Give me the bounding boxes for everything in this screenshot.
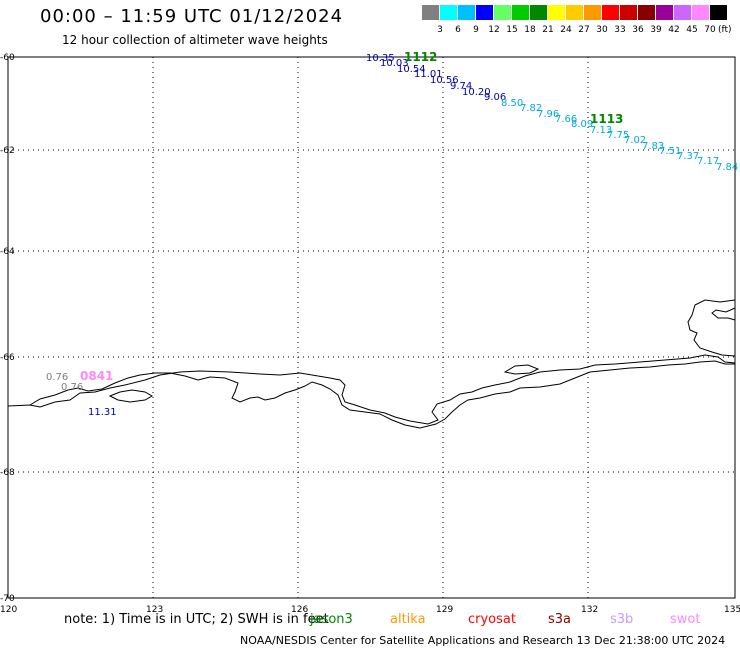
lon-label: 123 xyxy=(146,605,163,615)
colorbar-label: 15 xyxy=(506,25,518,35)
lon-label: 126 xyxy=(291,605,308,615)
colorbar-label: 12 xyxy=(488,25,500,35)
pass-id: 1112 xyxy=(404,50,437,64)
colorbar-swatch xyxy=(656,5,673,20)
colorbar-swatch xyxy=(584,5,601,20)
map-frame xyxy=(7,56,736,599)
graticule xyxy=(8,57,735,598)
lat-label: -60 xyxy=(0,53,15,63)
colorbar-swatch xyxy=(566,5,583,20)
swh-value: 7.02 xyxy=(624,135,646,146)
colorbar-label: 36 xyxy=(632,25,644,35)
lon-label: 120 xyxy=(0,605,17,615)
swh-value: 11.01 xyxy=(414,69,443,80)
colorbar-swatch xyxy=(620,5,637,20)
swh-value: 10.56 xyxy=(430,75,459,86)
satellite-legend-item: s3b xyxy=(610,612,634,627)
swh-layer: 10.3510.0310.5411.0110.569.7410.209.068.… xyxy=(46,53,738,418)
swh-value: 9.74 xyxy=(450,81,472,92)
swh-value: 0.76 xyxy=(61,382,83,393)
swh-value: 10.03 xyxy=(380,58,409,69)
swh-value: 7.83 xyxy=(642,141,664,152)
colorbar-label: 27 xyxy=(578,25,590,35)
lat-label: -64 xyxy=(0,247,15,257)
swh-value: 7.37 xyxy=(677,151,699,162)
map-subtitle: 12 hour collection of altimeter wave hei… xyxy=(62,33,328,47)
satellite-legend-item: jason3 xyxy=(310,612,353,627)
swh-value: 7.51 xyxy=(659,146,681,157)
colorbar-swatch xyxy=(440,5,457,20)
colorbar-label: 21 xyxy=(542,25,554,35)
map-title: 00:00 – 11:59 UTC 01/12/2024 xyxy=(40,6,344,27)
lon-label: 132 xyxy=(581,605,598,615)
colorbar-swatch xyxy=(512,5,529,20)
colorbar-label: 6 xyxy=(455,25,461,35)
swh-value: 7.84 xyxy=(716,162,738,173)
colorbar-label: 42 xyxy=(668,25,680,35)
colorbar-unit: (ft) xyxy=(718,25,732,35)
swh-value: 7.17 xyxy=(697,156,719,167)
satellite-legend-item: altika xyxy=(390,612,426,627)
coastline xyxy=(7,354,736,425)
swh-value: 8.50 xyxy=(501,98,523,109)
colorbar-label: 39 xyxy=(650,25,662,35)
colorbar-swatch xyxy=(494,5,511,20)
swh-value: 10.54 xyxy=(397,64,426,75)
swh-value: 10.20 xyxy=(462,87,491,98)
colorbar-swatch xyxy=(422,5,439,20)
coastline-bay xyxy=(503,364,540,375)
colorbar-label: 30 xyxy=(596,25,608,35)
lat-label: -70 xyxy=(0,594,15,604)
credit-line: NOAA/NESDIS Center for Satellite Applica… xyxy=(240,634,726,647)
pass-id: 0841 xyxy=(80,369,113,383)
lat-label: -68 xyxy=(0,468,15,478)
colorbar-swatch xyxy=(548,5,565,20)
colorbar-label: 3 xyxy=(437,25,443,35)
colorbar-label: 9 xyxy=(473,25,479,35)
colorbar-swatch xyxy=(692,5,709,20)
colorbar-swatch xyxy=(458,5,475,20)
swh-value: 9.06 xyxy=(484,92,506,103)
swh-value: 10.35 xyxy=(366,53,395,64)
lat-label: -66 xyxy=(0,353,15,363)
colorbar-swatch xyxy=(602,5,619,20)
coastline-island xyxy=(108,389,154,403)
swh-value: 7.75 xyxy=(607,130,629,141)
swh-value: 0.76 xyxy=(46,372,68,383)
colorbar-swatch xyxy=(710,5,727,20)
lat-label: -62 xyxy=(0,146,15,156)
satellite-legend-item: s3a xyxy=(548,612,572,627)
colorbar-label: 18 xyxy=(524,25,536,35)
colorbar-swatch xyxy=(674,5,691,20)
swh-value: 8.09 xyxy=(571,119,593,130)
colorbar-swatch xyxy=(530,5,547,20)
satellite-legend-item: swot xyxy=(670,612,701,627)
coastline-east xyxy=(711,307,736,321)
colorbar-label: 24 xyxy=(560,25,572,35)
swh-value: 7.66 xyxy=(555,114,577,125)
swh-value: 7.82 xyxy=(520,103,542,114)
pass-layer: 1112 1113 0841 xyxy=(80,50,623,383)
pass-id: 1113 xyxy=(590,112,623,126)
satellite-legend-item: cryosat xyxy=(468,612,516,627)
swh-value: 11.31 xyxy=(88,407,117,418)
colorbar-label: 45 xyxy=(686,25,698,35)
colorbar-swatch xyxy=(638,5,655,20)
footer-note: note: 1) Time is in UTC; 2) SWH is in fe… xyxy=(64,612,329,627)
colorbar-label: 70 xyxy=(704,25,716,35)
lon-label: 135 xyxy=(724,605,740,615)
colorbar-label: 33 xyxy=(614,25,626,35)
lon-label: 129 xyxy=(436,605,453,615)
coastline-east xyxy=(687,299,736,357)
coastline xyxy=(29,360,735,429)
swh-value: 7.96 xyxy=(537,109,559,120)
colorbar-swatch xyxy=(476,5,493,20)
swh-value: 7.13 xyxy=(590,125,612,136)
